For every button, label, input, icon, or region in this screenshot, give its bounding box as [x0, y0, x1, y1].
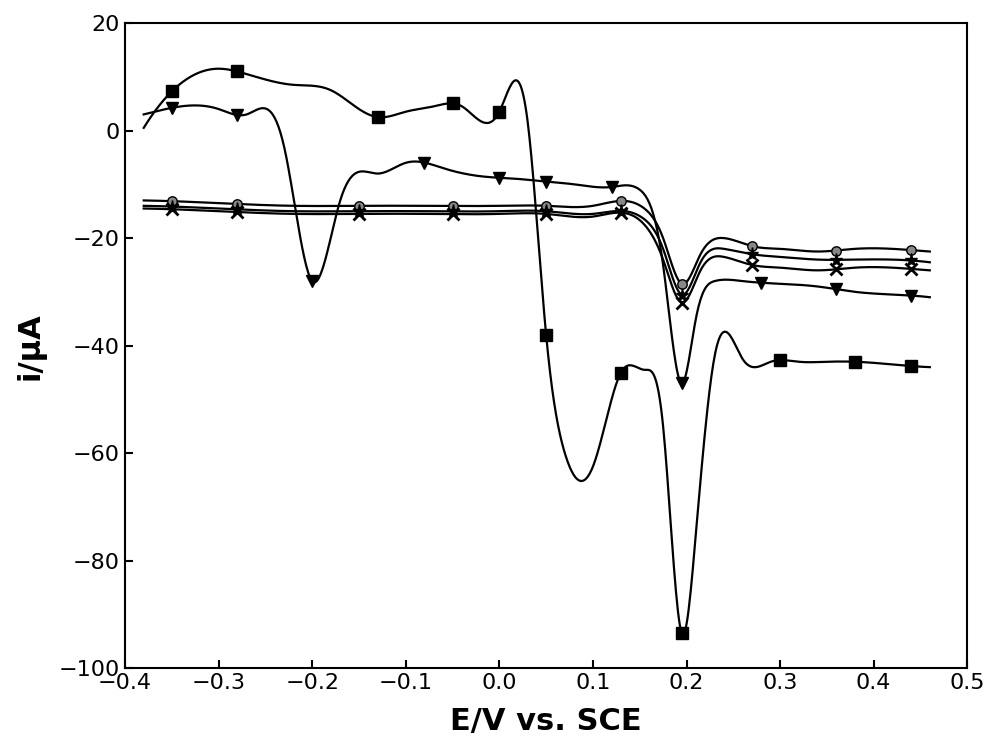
X-axis label: E/V vs. SCE: E/V vs. SCE	[450, 707, 642, 736]
Y-axis label: i/μA: i/μA	[15, 312, 45, 379]
